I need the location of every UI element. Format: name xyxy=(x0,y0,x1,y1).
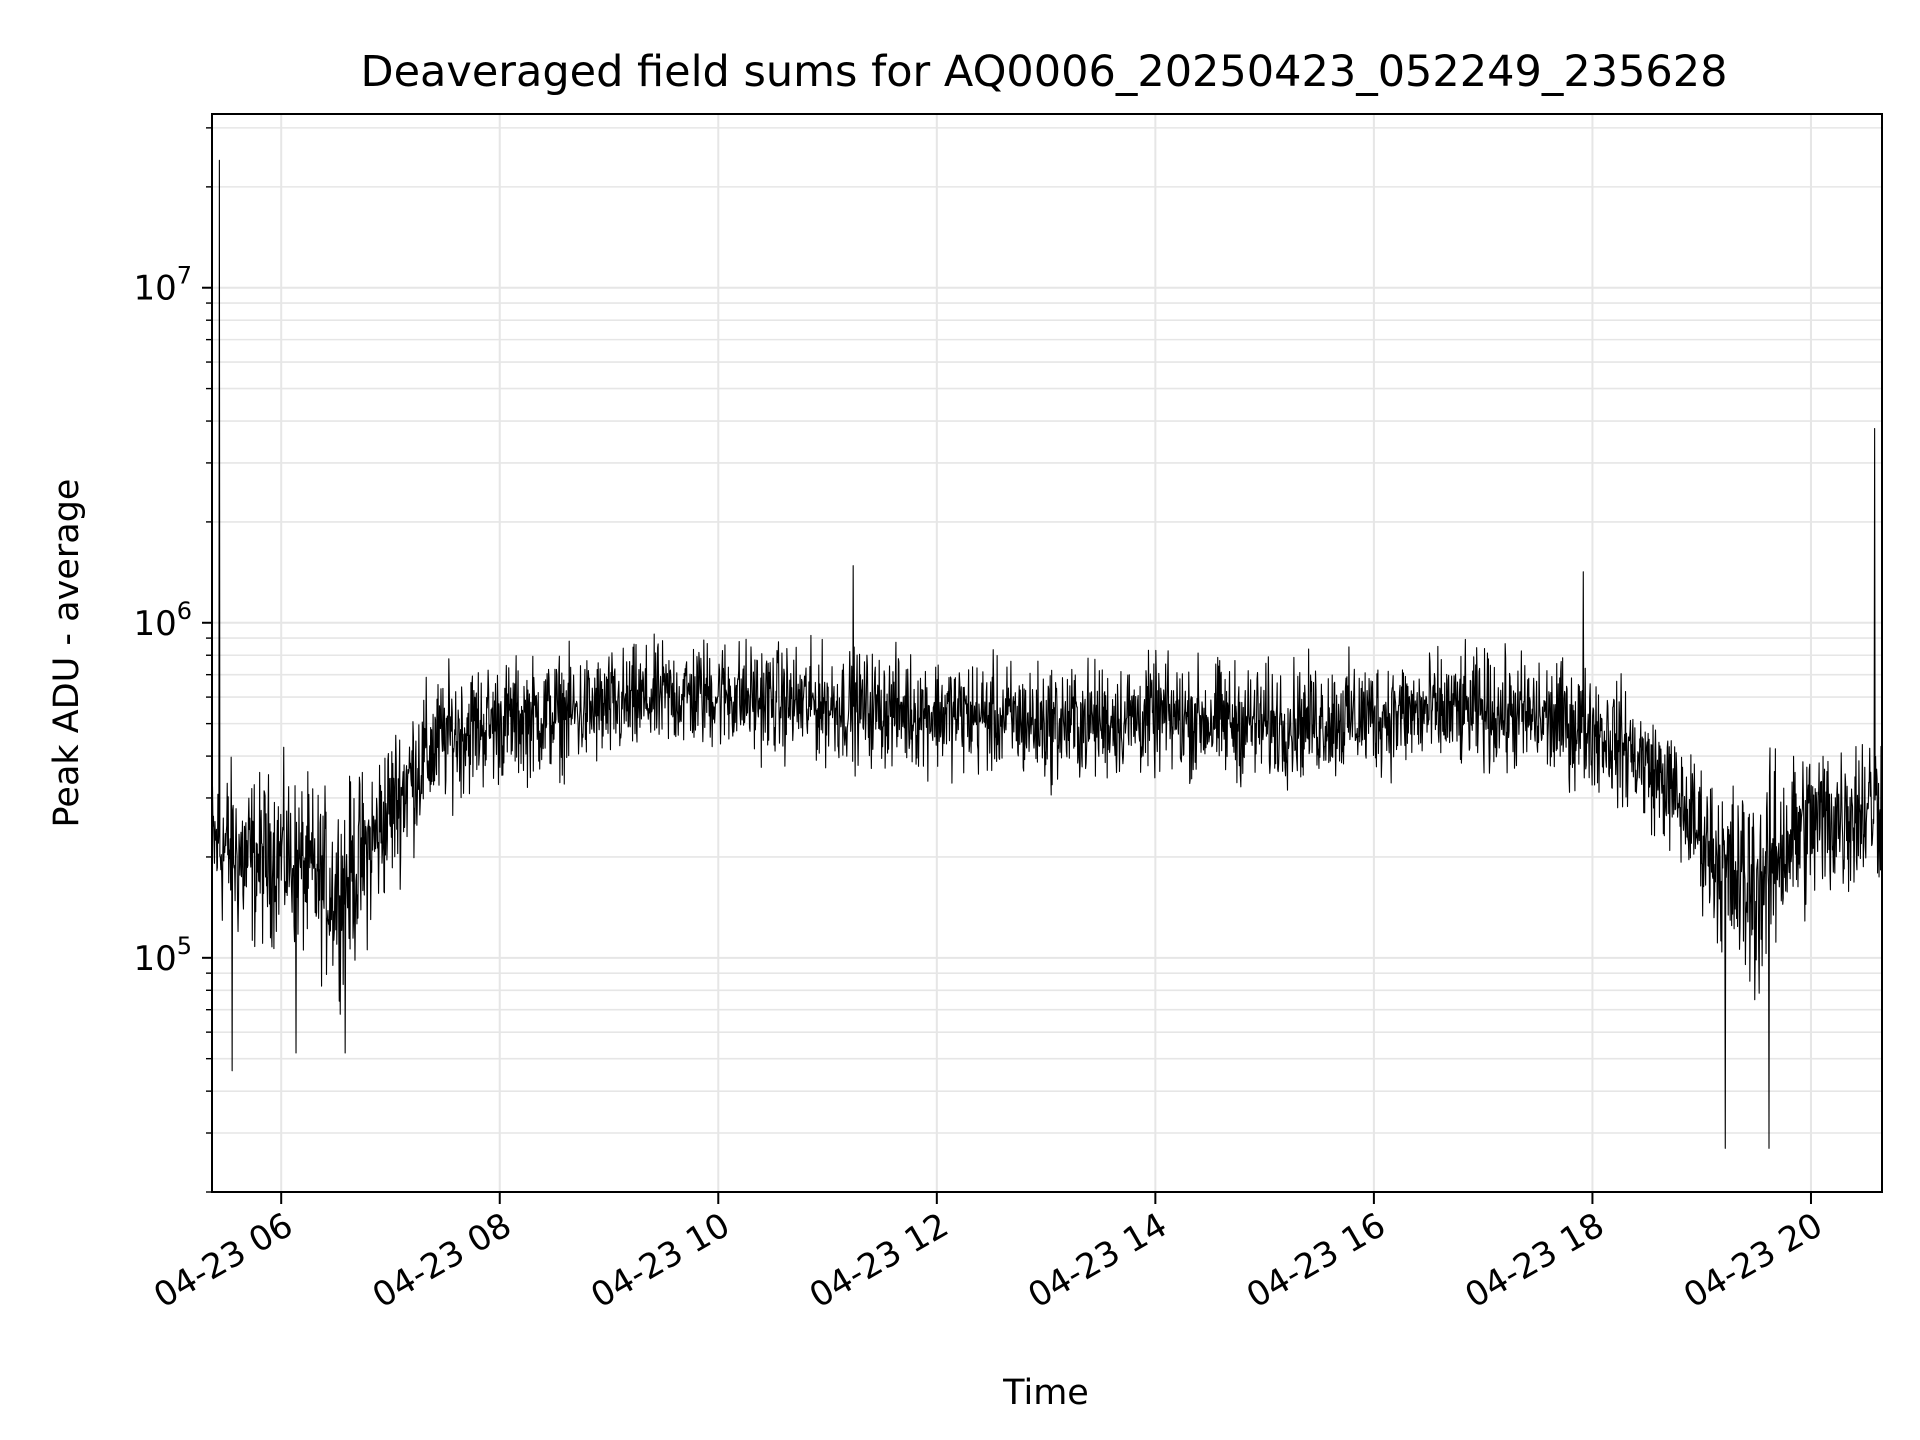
y-tick-label: 105 xyxy=(133,932,192,979)
x-tick-label: 04-23 12 xyxy=(803,1205,955,1316)
series-path xyxy=(211,159,1883,1149)
x-tick-label: 04-23 14 xyxy=(1021,1205,1173,1316)
y-tick-base: 10 xyxy=(133,939,176,979)
y-tick-label: 106 xyxy=(133,597,192,644)
series-line xyxy=(211,159,1883,1149)
x-tick-label: 04-23 10 xyxy=(584,1205,736,1316)
x-axis-ticks: 04-23 06 04-23 08 04-23 10 04-23 12 04-23 14… xyxy=(147,1192,1829,1316)
grid-lines xyxy=(212,114,1882,1193)
y-axis-label: Peak ADU - average xyxy=(47,479,87,828)
x-tick-label: 04-23 18 xyxy=(1459,1205,1611,1316)
x-tick-label: 04-23 16 xyxy=(1240,1205,1392,1316)
x-tick-label: 04-23 08 xyxy=(366,1205,518,1316)
y-tick-base: 10 xyxy=(133,604,176,644)
chart-title: Deaveraged field sums for AQ0006_2025042… xyxy=(360,47,1727,97)
x-tick-label: 04-23 20 xyxy=(1677,1205,1829,1316)
x-tick-label: 04-23 06 xyxy=(147,1205,299,1316)
y-tick-exponent: 5 xyxy=(177,932,192,960)
y-tick-exponent: 6 xyxy=(177,597,192,625)
y-tick-exponent: 7 xyxy=(177,262,192,290)
y-tick-base: 10 xyxy=(133,269,176,309)
x-axis-label: Time xyxy=(1002,1373,1089,1413)
y-tick-label: 107 xyxy=(133,262,192,309)
plot-frame xyxy=(211,113,1883,1193)
